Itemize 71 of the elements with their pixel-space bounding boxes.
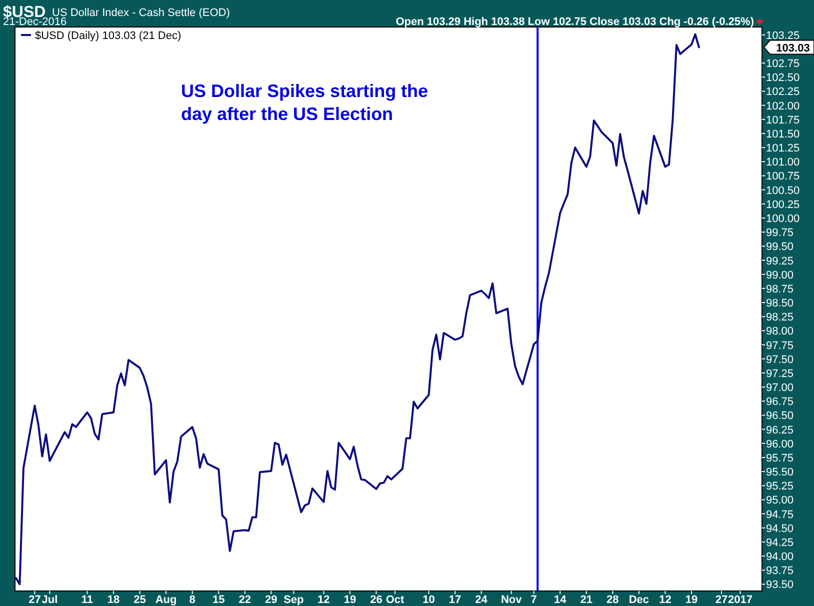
y-tick-label: 99.75 — [766, 227, 794, 240]
y-tick-label: 98.75 — [766, 283, 794, 296]
x-tick-label: 22 — [238, 594, 251, 606]
y-tick-label: 97.75 — [766, 340, 794, 352]
y-tick-label: 95.75 — [766, 452, 794, 464]
y-tick-label: 100.50 — [766, 184, 800, 197]
y-tick-label: 96.00 — [766, 438, 794, 450]
y-tick-label: 94.00 — [766, 551, 794, 564]
y-tick-label: 101.75 — [766, 114, 800, 126]
y-tick-label: 101.25 — [766, 142, 800, 155]
y-tick-label: 95.00 — [766, 494, 794, 507]
y-tick-label: 103.25 — [766, 30, 800, 42]
y-tick-label: 100.75 — [766, 170, 800, 183]
y-tick-label: 97.50 — [766, 354, 794, 366]
x-tick-label: Oct — [386, 594, 404, 606]
x-tick-label: Aug — [155, 594, 177, 606]
y-tick-label: 97.00 — [766, 382, 794, 394]
x-tick-label: Sep — [284, 594, 304, 606]
x-tick-label: 21 — [580, 594, 593, 606]
y-tick-label: 93.50 — [766, 579, 794, 592]
y-tick-label: 95.25 — [766, 480, 794, 493]
y-tick-label: 96.50 — [766, 410, 794, 422]
x-tick-label: 18 — [107, 594, 120, 606]
y-tick-label: 97.25 — [766, 368, 794, 380]
x-tick-label: 2017 — [728, 594, 753, 606]
x-tick-label: 29 — [265, 594, 278, 606]
y-tick-label: 99.25 — [766, 255, 794, 268]
x-tick-label: Jul — [42, 594, 58, 606]
y-tick-label: 94.50 — [766, 522, 794, 535]
y-tick-label: 98.00 — [766, 326, 794, 338]
x-tick-label: 10 — [422, 594, 435, 606]
x-tick-label: 24 — [475, 594, 488, 606]
x-tick-label: 12 — [318, 594, 330, 606]
x-tick-label: 27 — [28, 594, 41, 606]
x-tick-label: 14 — [554, 594, 568, 606]
y-tick-label: 94.25 — [766, 536, 794, 549]
x-tick-label: 17 — [448, 594, 462, 606]
y-tick-label: 93.75 — [766, 565, 794, 578]
y-tick-label: 99.50 — [766, 241, 794, 254]
x-tick-label: 7 — [530, 594, 537, 606]
y-tick-label: 94.75 — [766, 508, 794, 521]
y-tick-label: 99.00 — [766, 269, 794, 282]
annotation: Open 103.29 High 103.38 Low 102.75 Close 103.03 Chg -0.26 (-0.25%) — [396, 16, 754, 28]
x-tick-label: 15 — [212, 594, 225, 606]
y-tick-label: 100.00 — [766, 213, 800, 226]
x-tick-label: 11 — [81, 594, 94, 606]
x-tick-label: 27 — [715, 594, 728, 606]
y-tick-label: 101.50 — [766, 128, 800, 140]
legend-label: $USD (Daily) 103.03 (21 Dec) — [35, 30, 182, 42]
y-tick-label: 101.00 — [766, 156, 800, 169]
y-tick-label: 102.25 — [766, 86, 800, 98]
x-tick-label: Dec — [628, 594, 650, 606]
text: 103.03 — [776, 42, 810, 54]
y-tick-label: 95.50 — [766, 466, 794, 479]
y-tick-label: 98.50 — [766, 298, 794, 310]
y-tick-label: 102.50 — [766, 72, 800, 84]
x-tick-label: 26 — [370, 594, 382, 606]
y-tick-label: 102.75 — [766, 58, 800, 70]
y-tick-label: 96.25 — [766, 424, 794, 436]
x-tick-label: Nov — [500, 594, 523, 606]
x-tick-label: 12 — [659, 594, 672, 606]
x-tick-label: 28 — [606, 594, 619, 606]
x-tick-label: 8 — [189, 594, 196, 606]
x-tick-label: 25 — [134, 594, 146, 606]
x-tick-label: 19 — [344, 594, 356, 606]
y-tick-label: 100.25 — [766, 198, 800, 211]
y-tick-label: 102.00 — [766, 100, 800, 112]
x-tick-label: 19 — [685, 594, 698, 606]
y-tick-label: 98.25 — [766, 312, 794, 324]
y-tick-label: 96.75 — [766, 396, 794, 408]
annotation: US Dollar Spikes starting the day after the US Election — [181, 81, 428, 124]
